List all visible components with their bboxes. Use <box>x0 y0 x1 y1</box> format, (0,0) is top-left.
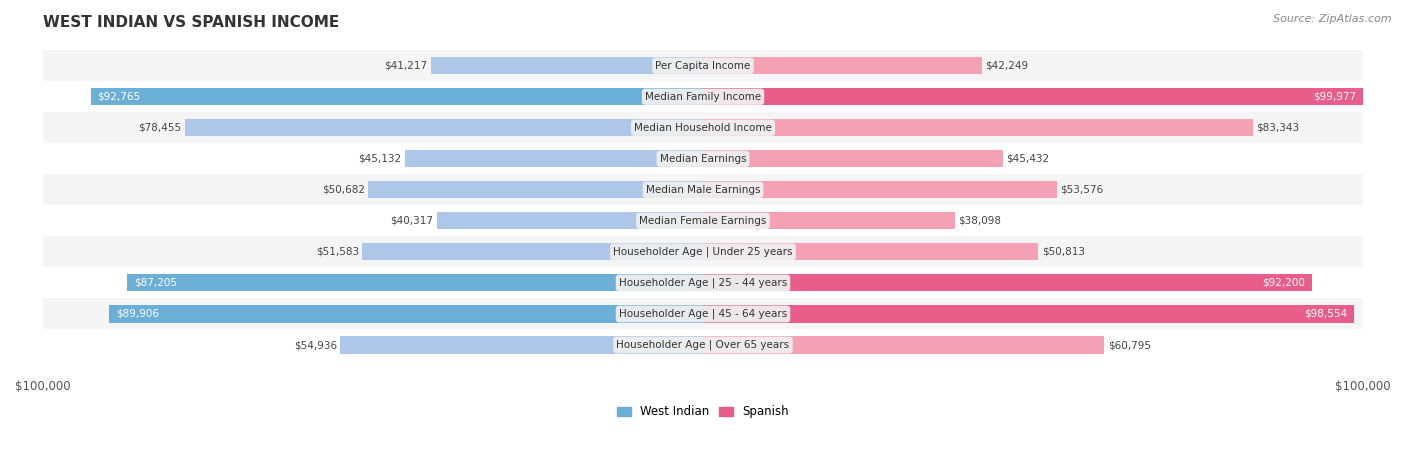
Text: $89,906: $89,906 <box>117 309 159 319</box>
Text: $41,217: $41,217 <box>384 61 427 71</box>
Bar <box>703 88 1362 105</box>
Text: Median Family Income: Median Family Income <box>645 92 761 102</box>
Bar <box>42 268 1364 298</box>
Bar <box>405 150 703 167</box>
Bar <box>703 336 1104 354</box>
Bar <box>340 336 703 354</box>
Legend: West Indian, Spanish: West Indian, Spanish <box>612 401 794 423</box>
Text: $78,455: $78,455 <box>139 123 181 133</box>
Bar <box>90 88 703 105</box>
Text: Householder Age | Under 25 years: Householder Age | Under 25 years <box>613 247 793 257</box>
Bar <box>430 57 703 74</box>
Text: $51,583: $51,583 <box>316 247 359 257</box>
Bar <box>110 305 703 323</box>
Bar <box>703 243 1039 261</box>
Bar <box>703 119 1253 136</box>
Bar <box>703 212 955 229</box>
Text: Householder Age | 25 - 44 years: Householder Age | 25 - 44 years <box>619 278 787 288</box>
Text: Median Male Earnings: Median Male Earnings <box>645 185 761 195</box>
Text: WEST INDIAN VS SPANISH INCOME: WEST INDIAN VS SPANISH INCOME <box>42 15 339 30</box>
Bar <box>703 275 1312 291</box>
Text: $60,795: $60,795 <box>1108 340 1150 350</box>
Text: $83,343: $83,343 <box>1257 123 1299 133</box>
Bar <box>42 81 1364 112</box>
Text: Per Capita Income: Per Capita Income <box>655 61 751 71</box>
Bar <box>42 50 1364 81</box>
Text: $54,936: $54,936 <box>294 340 337 350</box>
Bar <box>186 119 703 136</box>
Bar <box>437 212 703 229</box>
Bar <box>703 181 1057 198</box>
Text: $38,098: $38,098 <box>957 216 1001 226</box>
Bar <box>128 275 703 291</box>
Text: $92,200: $92,200 <box>1263 278 1305 288</box>
Bar <box>703 150 1002 167</box>
Text: $50,682: $50,682 <box>322 185 366 195</box>
Text: Median Household Income: Median Household Income <box>634 123 772 133</box>
Text: $45,432: $45,432 <box>1007 154 1049 164</box>
Bar <box>703 305 1354 323</box>
Bar <box>42 298 1364 330</box>
Text: $53,576: $53,576 <box>1060 185 1104 195</box>
Text: Median Earnings: Median Earnings <box>659 154 747 164</box>
Bar <box>368 181 703 198</box>
Text: $50,813: $50,813 <box>1042 247 1085 257</box>
Bar <box>42 205 1364 236</box>
Text: Median Female Earnings: Median Female Earnings <box>640 216 766 226</box>
Bar <box>42 236 1364 268</box>
Text: Source: ZipAtlas.com: Source: ZipAtlas.com <box>1274 14 1392 24</box>
Bar <box>363 243 703 261</box>
Bar <box>42 330 1364 361</box>
Text: $92,765: $92,765 <box>97 92 141 102</box>
Bar <box>703 57 981 74</box>
Text: Householder Age | Over 65 years: Householder Age | Over 65 years <box>616 340 790 350</box>
Bar <box>42 112 1364 143</box>
Text: $99,977: $99,977 <box>1313 92 1357 102</box>
Text: $42,249: $42,249 <box>986 61 1028 71</box>
Text: $98,554: $98,554 <box>1303 309 1347 319</box>
Text: $45,132: $45,132 <box>359 154 402 164</box>
Text: Householder Age | 45 - 64 years: Householder Age | 45 - 64 years <box>619 309 787 319</box>
Text: $40,317: $40,317 <box>391 216 433 226</box>
Bar <box>42 174 1364 205</box>
Text: $87,205: $87,205 <box>134 278 177 288</box>
Bar <box>42 143 1364 174</box>
